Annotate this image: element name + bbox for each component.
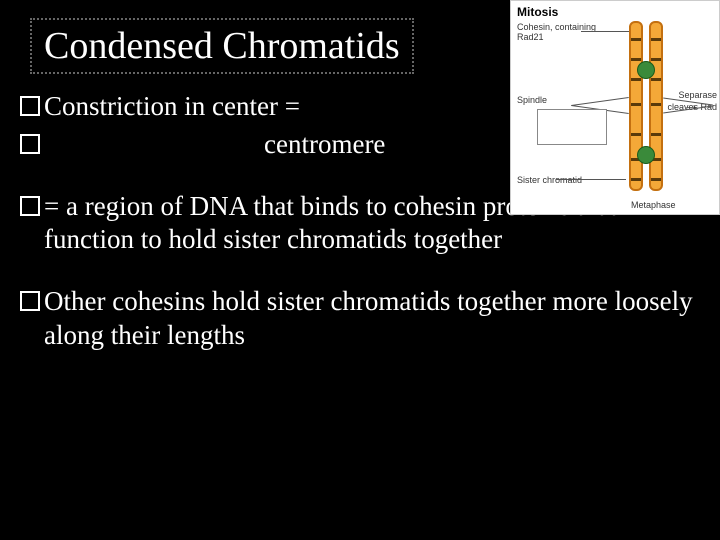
bullet-group-3: Other cohesins hold sister chromatids to… xyxy=(20,285,700,353)
spindle-label: Spindle xyxy=(517,96,547,106)
mitosis-diagram: Mitosis Cohesin, containing Rad21 Spindl… xyxy=(510,0,720,215)
spindle-fiber xyxy=(571,97,629,106)
chromatid-band xyxy=(631,78,641,81)
diagram-inner: Mitosis Cohesin, containing Rad21 Spindl… xyxy=(511,1,719,214)
chromatid-right xyxy=(649,21,663,191)
sister-label: Sister chromatid xyxy=(517,176,582,186)
arrow-icon: → xyxy=(683,97,699,115)
cohesin-ring xyxy=(637,146,655,164)
bullet-text: Other cohesins hold sister chromatids to… xyxy=(44,285,700,353)
square-bullet-icon xyxy=(20,291,40,311)
diagram-title: Mitosis xyxy=(517,5,558,19)
white-cover-box xyxy=(537,109,607,145)
chromatid-band xyxy=(631,58,641,61)
square-bullet-icon xyxy=(20,96,40,116)
cohesin-label: Cohesin, containing Rad21 xyxy=(517,23,607,43)
square-bullet-icon xyxy=(20,134,40,154)
metaphase-label: Metaphase xyxy=(631,201,676,211)
chromatid-band xyxy=(651,38,661,41)
page-title: Condensed Chromatids xyxy=(44,24,400,68)
bullet-row: Other cohesins hold sister chromatids to… xyxy=(20,285,700,353)
cohesin-ring xyxy=(637,61,655,79)
chromatid-band xyxy=(651,103,661,106)
chromatid-band xyxy=(631,103,641,106)
label-pointer xyxy=(556,179,626,180)
chromatid-band xyxy=(631,178,641,181)
chromatid-band xyxy=(651,133,661,136)
chromatid-band xyxy=(651,178,661,181)
title-container: Condensed Chromatids xyxy=(30,18,414,74)
chromatid-band xyxy=(651,58,661,61)
chromatid-left xyxy=(629,21,643,191)
label-pointer xyxy=(581,31,629,32)
chromatid-band xyxy=(631,38,641,41)
chromatid-band xyxy=(631,133,641,136)
chromatid-band xyxy=(651,78,661,81)
square-bullet-icon xyxy=(20,196,40,216)
